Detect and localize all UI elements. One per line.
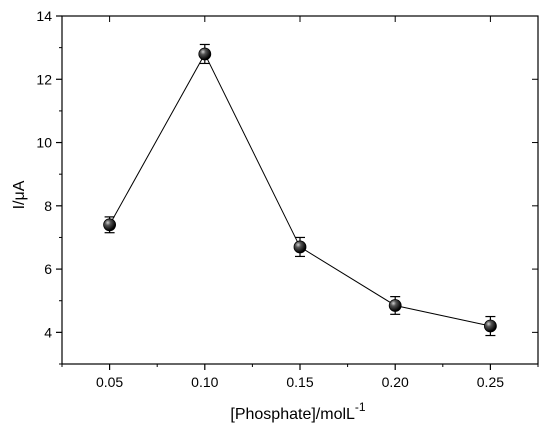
y-tick-label: 12 xyxy=(36,71,52,87)
x-tick-label: 0.20 xyxy=(382,374,409,390)
x-axis-title: [Phosphate]/molL-1 xyxy=(230,400,366,423)
series-polyline xyxy=(109,52,491,327)
error-bars xyxy=(104,43,496,337)
data-point xyxy=(103,218,116,232)
y-tick-label: 8 xyxy=(44,198,52,214)
data-point xyxy=(388,299,402,312)
y-tick-label: 10 xyxy=(36,135,52,151)
plot-area xyxy=(61,15,539,365)
data-point xyxy=(198,47,212,61)
data-points xyxy=(103,47,497,333)
y-tick-label: 14 xyxy=(36,8,52,24)
data-point xyxy=(293,240,307,254)
x-axis: 0.05 0.10 0.15 0.20 0.25 xyxy=(61,16,539,390)
plot-border xyxy=(61,15,539,365)
x-tick-label: 0.05 xyxy=(96,374,123,390)
x-tick-label: 0.25 xyxy=(477,374,504,390)
x-axis-title-superscript: -1 xyxy=(355,400,366,414)
y-axis-title: I/μA xyxy=(11,180,28,209)
series-line xyxy=(109,52,491,327)
y-tick-label: 4 xyxy=(44,324,52,340)
x-tick-label: 0.15 xyxy=(286,374,313,390)
x-tick-label: 0.10 xyxy=(191,374,218,390)
y-axis: 4 6 8 10 12 14 xyxy=(36,8,538,365)
x-axis-title-text: [Phosphate]/molL xyxy=(230,406,355,423)
y-tick-label: 6 xyxy=(44,261,52,277)
data-point xyxy=(483,319,497,333)
